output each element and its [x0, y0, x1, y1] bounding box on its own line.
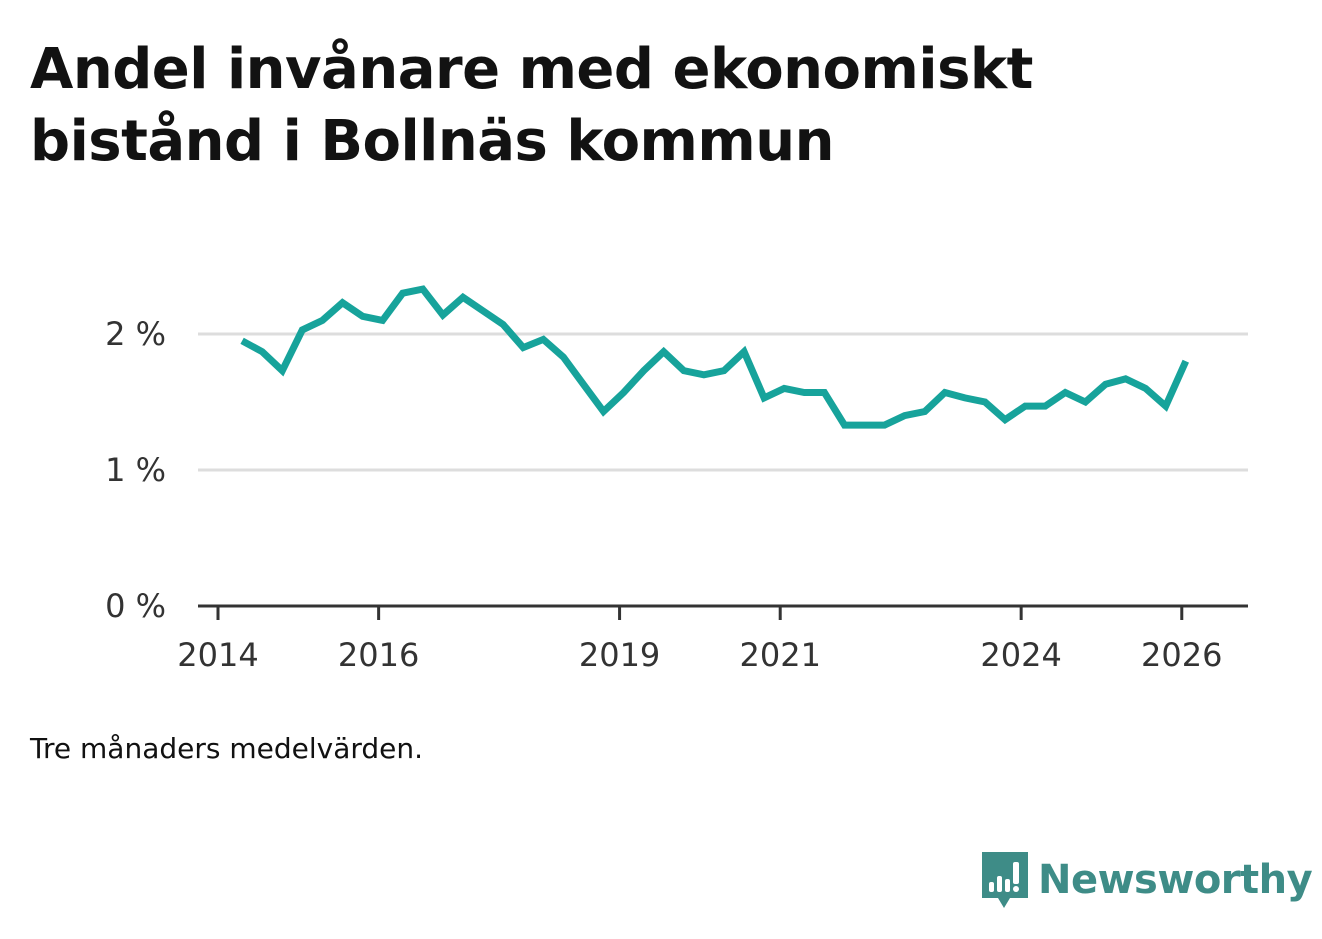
brand-name: Newsworthy — [1038, 857, 1313, 903]
y-axis-ticks: 0 % 1 % 2 % — [105, 315, 166, 625]
x-axis: 2014 2016 2019 2021 2024 2026 — [177, 604, 1248, 674]
series-line — [240, 285, 1189, 429]
x-tick-label: 2019 — [579, 636, 660, 674]
series-group — [240, 285, 1189, 429]
chart-note: Tre månaders medelvärden. — [30, 732, 424, 765]
x-tick-label: 2016 — [338, 636, 419, 674]
x-tick-label: 2024 — [980, 636, 1061, 674]
line-chart: 0 % 1 % 2 % 2014 2016 2019 2021 2024 2026 — [105, 285, 1248, 674]
x-tick-label: 2014 — [177, 636, 258, 674]
x-tick-label: 2026 — [1141, 636, 1222, 674]
y-tick-label: 2 % — [105, 315, 166, 353]
y-tick-label: 0 % — [105, 587, 166, 625]
gridlines — [198, 332, 1248, 472]
chart-title: Andel invånare med ekonomiskt bistånd i … — [30, 37, 1033, 174]
brand-logo: Newsworthy — [980, 850, 1313, 910]
x-tick-label: 2021 — [739, 636, 820, 674]
y-tick-label: 1 % — [105, 451, 166, 489]
newsworthy-bar-chart-icon — [982, 852, 1028, 908]
